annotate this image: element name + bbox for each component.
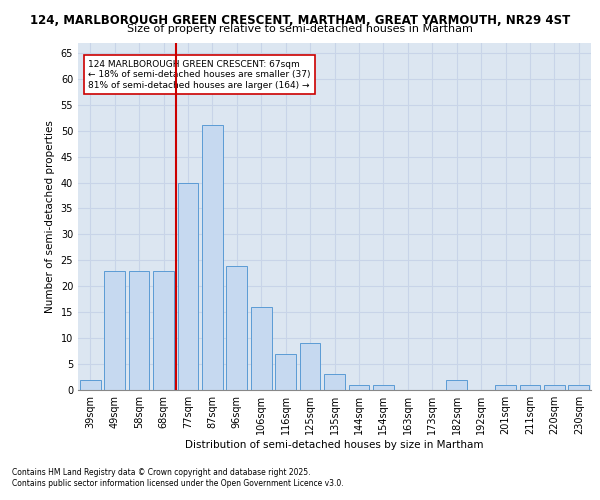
Bar [104, 270, 125, 390]
Bar [202, 126, 223, 390]
Bar [226, 266, 247, 390]
Bar [178, 182, 199, 390]
Bar [324, 374, 345, 390]
Bar [544, 385, 565, 390]
Bar [373, 385, 394, 390]
Bar [495, 385, 516, 390]
X-axis label: Distribution of semi-detached houses by size in Martham: Distribution of semi-detached houses by … [185, 440, 484, 450]
Text: 124 MARLBOROUGH GREEN CRESCENT: 67sqm
← 18% of semi-detached houses are smaller : 124 MARLBOROUGH GREEN CRESCENT: 67sqm ← … [88, 60, 311, 90]
Bar [251, 307, 272, 390]
Bar [446, 380, 467, 390]
Text: Contains HM Land Registry data © Crown copyright and database right 2025.
Contai: Contains HM Land Registry data © Crown c… [12, 468, 344, 487]
Bar [520, 385, 541, 390]
Text: 124, MARLBOROUGH GREEN CRESCENT, MARTHAM, GREAT YARMOUTH, NR29 4ST: 124, MARLBOROUGH GREEN CRESCENT, MARTHAM… [30, 14, 570, 27]
Text: Size of property relative to semi-detached houses in Martham: Size of property relative to semi-detach… [127, 24, 473, 34]
Bar [80, 380, 101, 390]
Bar [568, 385, 589, 390]
Bar [153, 270, 174, 390]
Bar [128, 270, 149, 390]
Bar [299, 344, 320, 390]
Y-axis label: Number of semi-detached properties: Number of semi-detached properties [45, 120, 55, 312]
Bar [275, 354, 296, 390]
Bar [349, 385, 370, 390]
